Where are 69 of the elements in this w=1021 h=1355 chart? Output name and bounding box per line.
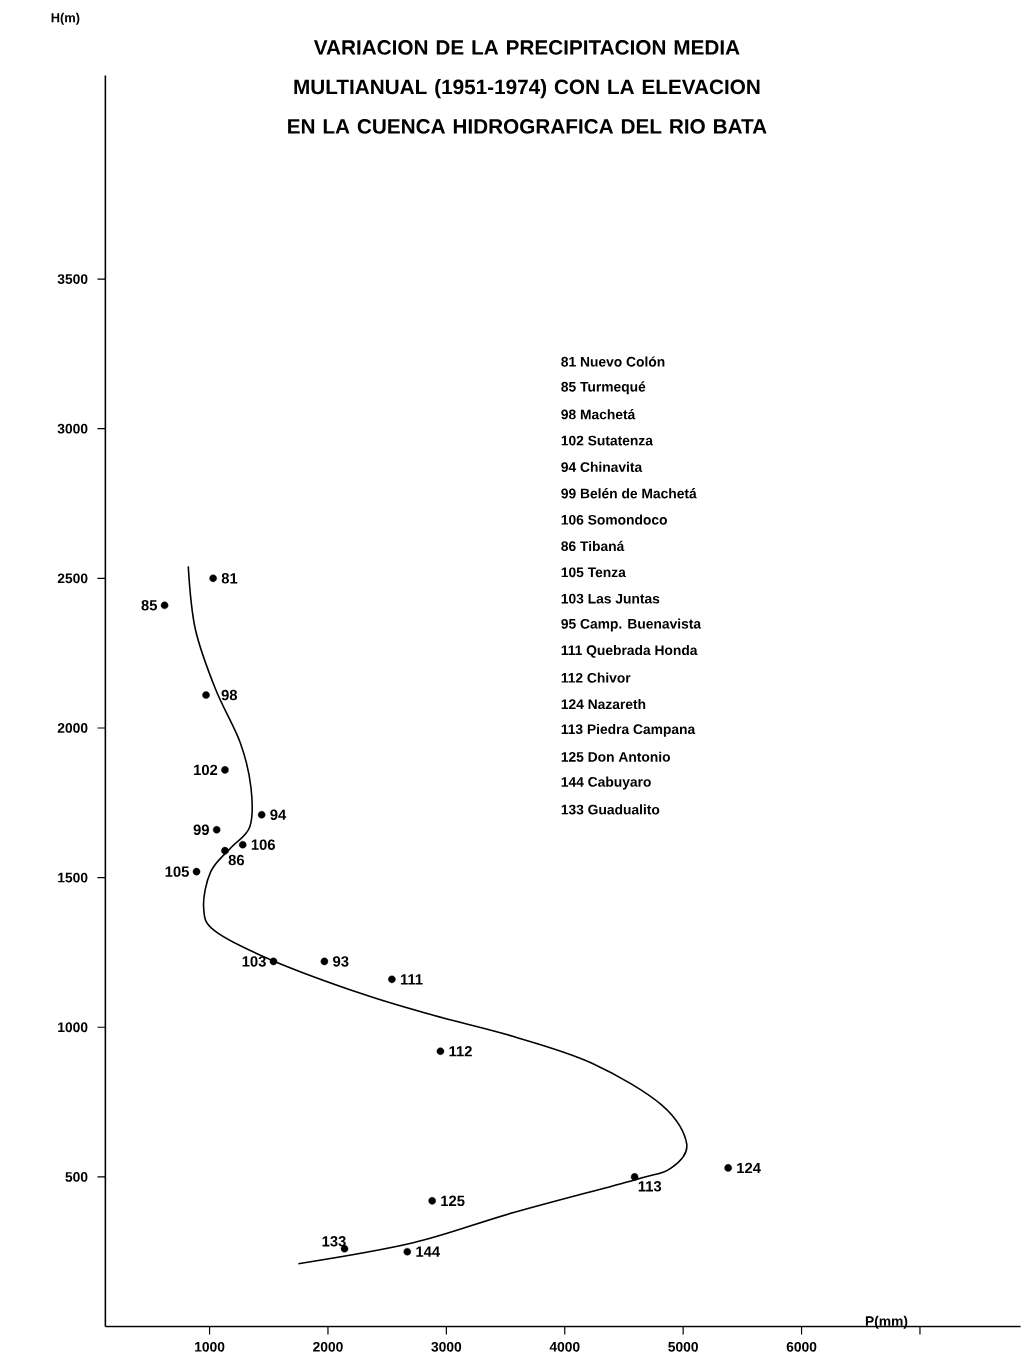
annotation: 133 Guadualito bbox=[561, 804, 660, 815]
annotation: 95 Camp. Buenavista bbox=[561, 618, 701, 632]
annotation: 125 Don Antonio bbox=[561, 751, 670, 762]
y-tick-label: 2500 bbox=[57, 573, 88, 584]
point bbox=[403, 1247, 411, 1256]
y-tick-label: 2000 bbox=[57, 723, 88, 733]
point bbox=[320, 957, 328, 966]
y-tick-label: 1500 bbox=[57, 872, 88, 883]
annotation: 85 Turmequé bbox=[561, 381, 646, 395]
annotation: 94 Chinavita bbox=[561, 461, 643, 472]
point bbox=[221, 766, 229, 774]
y-tick-label: 1000 bbox=[57, 1022, 88, 1033]
x-tick-label: 2000 bbox=[312, 1341, 343, 1352]
annotation: 99 bbox=[193, 824, 209, 835]
annotation: 113 Piedra Campana bbox=[561, 723, 696, 737]
annotation: 86 bbox=[228, 854, 244, 866]
point bbox=[630, 1173, 639, 1181]
annotation: 106 bbox=[251, 839, 275, 850]
point bbox=[209, 574, 217, 583]
annotation: 144 Cabuyaro bbox=[561, 776, 651, 790]
chart-title: VARIACION DE LA PRECIPITACION MEDIA MULTIANUAL (1951-1974) CON LA ELEVACION EN LA CUENCA HIDROGRAFICA DEL RIO BATA bbox=[287, 40, 767, 134]
point bbox=[221, 846, 229, 855]
annotation: 99 Belén de Machetá bbox=[561, 488, 697, 499]
x-tick-label: 5000 bbox=[668, 1341, 698, 1352]
annotation: 133 bbox=[322, 1236, 346, 1247]
point bbox=[212, 825, 221, 834]
annotation: 93 bbox=[332, 956, 349, 967]
annotation: 113 bbox=[638, 1181, 661, 1192]
point bbox=[436, 1047, 445, 1055]
y-tick-label: 3500 bbox=[57, 274, 88, 284]
annotation: 102 bbox=[193, 764, 218, 776]
x-tick-label: 1000 bbox=[194, 1341, 225, 1352]
annotation: 111 bbox=[400, 974, 423, 985]
y-tick-label: 500 bbox=[65, 1171, 88, 1182]
annotation: 98 Machetá bbox=[561, 409, 636, 420]
point bbox=[387, 975, 396, 984]
x-tick-label: 6000 bbox=[786, 1341, 817, 1352]
annotation: 144 bbox=[416, 1246, 440, 1257]
point bbox=[257, 811, 266, 819]
annotation: 105 bbox=[165, 866, 189, 877]
annotation: 85 bbox=[141, 600, 157, 611]
annotation: 103 bbox=[242, 956, 266, 967]
point bbox=[192, 867, 201, 876]
annotation: 111 Quebrada Honda bbox=[561, 644, 698, 658]
point bbox=[202, 691, 210, 699]
annotation: 124 Nazareth bbox=[561, 698, 645, 710]
annotation: 112 Chivor bbox=[561, 672, 631, 683]
annotation: 105 Tenza bbox=[561, 567, 626, 578]
point bbox=[269, 957, 278, 966]
point bbox=[238, 840, 247, 849]
x-tick-label: 3000 bbox=[431, 1341, 461, 1352]
annotation: 98 bbox=[221, 689, 237, 701]
y-tick-label: 3000 bbox=[57, 423, 88, 434]
annotation: 106 Somondoco bbox=[561, 514, 667, 525]
annotation: 112 bbox=[449, 1046, 472, 1057]
x-tick-label: 4000 bbox=[549, 1341, 580, 1352]
x-axis-title: P(mm) bbox=[865, 1315, 908, 1329]
y-axis-title: H(m) bbox=[51, 12, 80, 25]
annotation: 81 Nuevo Colón bbox=[561, 356, 665, 367]
annotation: 124 bbox=[737, 1162, 761, 1174]
point bbox=[724, 1164, 732, 1172]
annotation: 94 bbox=[270, 809, 286, 820]
annotation: 102 Sutatenza bbox=[561, 435, 653, 446]
annotation: 81 bbox=[221, 573, 238, 584]
point bbox=[428, 1197, 436, 1205]
annotation: 103 Las Juntas bbox=[561, 593, 660, 604]
annotation: 125 bbox=[441, 1195, 465, 1207]
annotation: 86 Tibaná bbox=[561, 540, 625, 552]
point bbox=[160, 601, 169, 610]
